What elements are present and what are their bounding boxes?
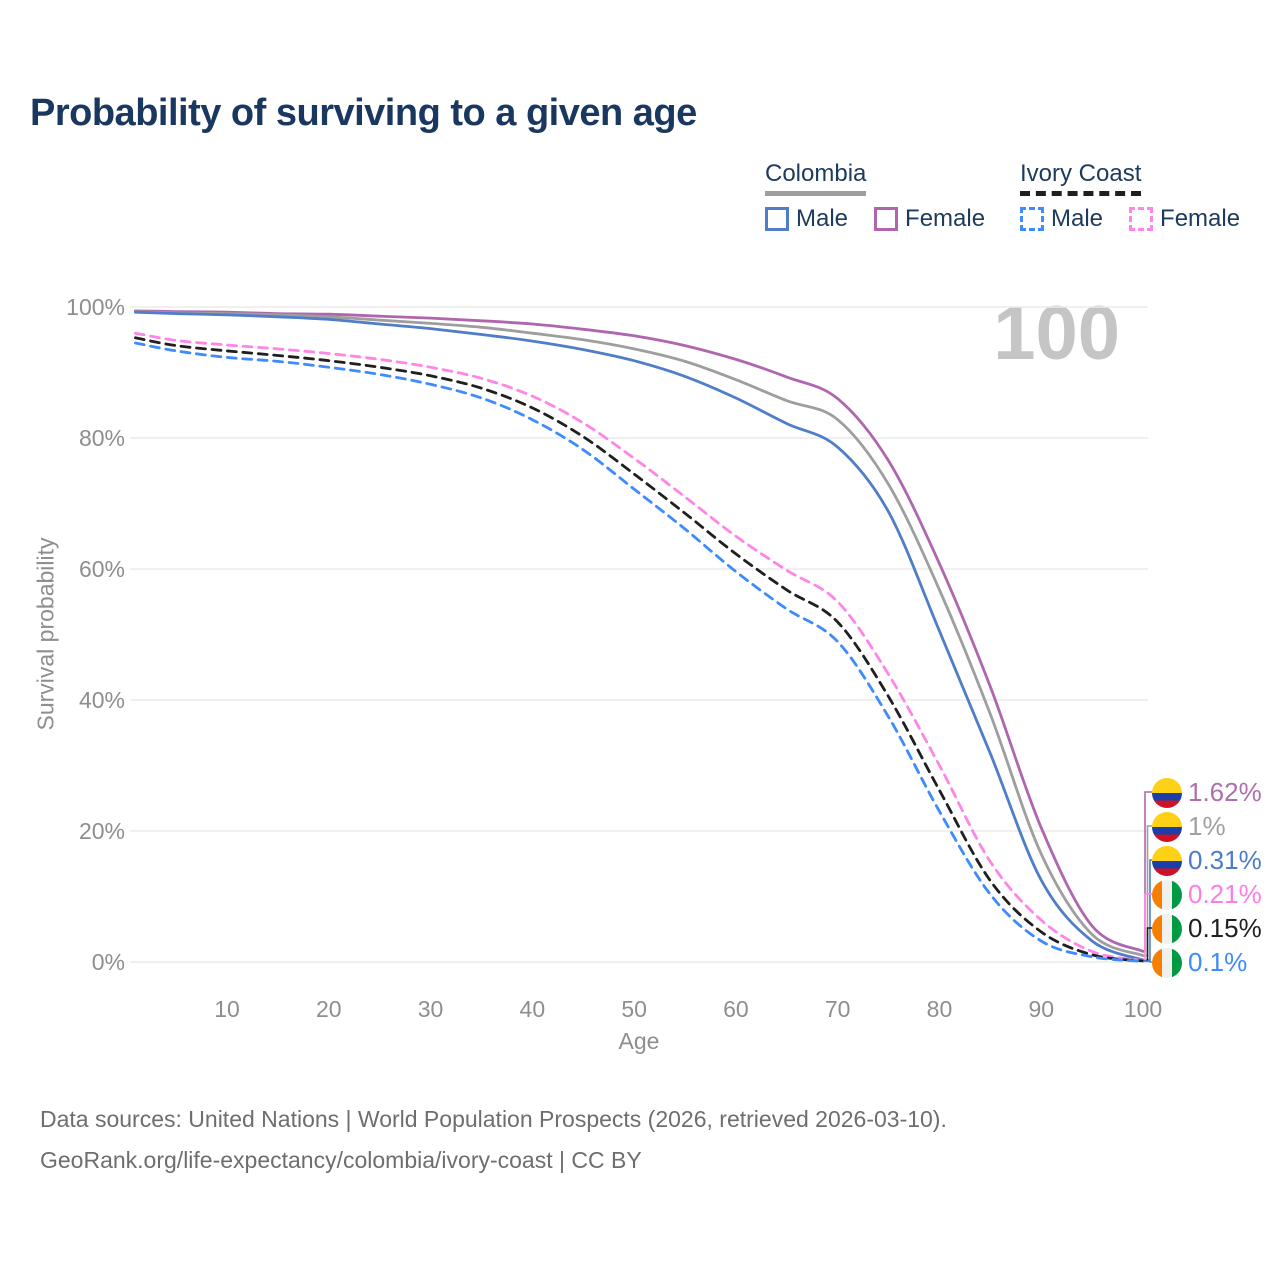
end-label-connector-ivory-coast-male [1143,960,1152,963]
end-label-row-ivory-coast-male: 0.1% [1152,947,1247,978]
ivory-coast-female-swatch-icon [1129,207,1154,231]
end-label-connector-ivory-coast [1143,927,1152,962]
age-counter-watermark: 100 [993,291,1120,376]
end-label-value: 0.15% [1188,913,1262,943]
legend-item-colombia-male[interactable]: Male [765,205,848,233]
colombia-flag-icon [1152,777,1182,808]
end-label-value: 0.31% [1188,845,1262,875]
colombia-male-swatch-icon [765,207,789,231]
end-label-row-colombia-female: 1.62% [1152,777,1262,808]
curve-colombia [134,310,1145,957]
end-label-connector-colombia-female [1143,791,1152,953]
end-label-row-colombia: 1% [1152,811,1226,842]
colombia-female-swatch-icon [874,207,899,231]
y-tick-20%: 20% [78,818,125,844]
end-label-row-colombia-male: 0.31% [1152,845,1262,876]
footer-attribution: GeoRank.org/life-expectancy/colombia/ivo… [40,1147,642,1173]
legend-label-ivory-coast-female: Female [1160,205,1241,232]
ivory-coast-flag-icon [1152,947,1182,978]
y-tick-40%: 40% [78,687,125,713]
colombia-flag-icon [1152,811,1182,842]
x-axis-title: Age [618,1028,660,1054]
x-tick-100: 100 [1123,996,1163,1022]
page-title: Probability of surviving to a given age [30,92,697,134]
end-label-value: 1% [1188,811,1226,841]
end-label-value: 1.62% [1188,777,1262,807]
legend-item-colombia-female[interactable]: Female [874,205,985,233]
x-tick-50: 50 [621,996,647,1022]
legend-item-ivory-coast-female[interactable]: Female [1129,205,1240,233]
x-tick-20: 20 [315,996,342,1022]
curve-ivory-coast [134,336,1145,963]
footer-sources: Data sources: United Nations | World Pop… [40,1106,947,1132]
x-tick-70: 70 [824,996,851,1022]
end-label-connector-colombia [1143,825,1152,957]
ivory-coast-flag-icon [1152,913,1182,944]
legend-header-colombia: Colombia [765,160,867,196]
x-tick-90: 90 [1028,996,1055,1022]
end-label-connector-colombia-male [1143,859,1152,961]
ivory-coast-flag-icon [1152,879,1182,910]
end-label-value: 0.21% [1188,879,1262,909]
x-tick-10: 10 [214,996,240,1022]
legend-row-ivory-coast: Male Female [1020,205,1266,233]
curve-colombia-female [134,309,1145,953]
x-tick-80: 80 [926,996,953,1022]
legend-label-ivory-coast-male: Male [1051,205,1104,232]
y-axis-title: Survival probability [32,537,59,731]
legend-group-colombia: Colombia Male Female [765,160,1011,233]
ivory-coast-male-swatch-icon [1020,207,1044,231]
legend-group-ivory-coast: Ivory Coast Male Female [1020,160,1266,233]
x-tick-60: 60 [723,996,749,1022]
y-tick-100%: 100% [66,294,125,320]
curve-ivory-coast-female [134,331,1145,962]
colombia-flag-icon [1152,845,1182,876]
end-label-connector-ivory-coast-female [1143,893,1152,962]
legend-row-colombia: Male Female [765,205,1011,233]
end-label-row-ivory-coast: 0.15% [1152,913,1262,944]
end-label-value: 0.1% [1188,947,1248,977]
y-tick-60%: 60% [78,556,125,582]
curve-ivory-coast-male [134,341,1145,963]
legend-label-colombia-male: Male [796,205,849,232]
y-tick-80%: 80% [78,425,125,451]
legend-item-ivory-coast-male[interactable]: Male [1020,205,1103,233]
curve-colombia-male [134,310,1145,962]
end-label-row-ivory-coast-female: 0.21% [1152,879,1262,910]
legend-header-ivory-coast: Ivory Coast [1020,160,1142,196]
legend-label-colombia-female: Female [905,205,986,232]
x-tick-30: 30 [417,996,444,1022]
x-tick-40: 40 [519,996,546,1022]
y-tick-0%: 0% [91,949,125,975]
